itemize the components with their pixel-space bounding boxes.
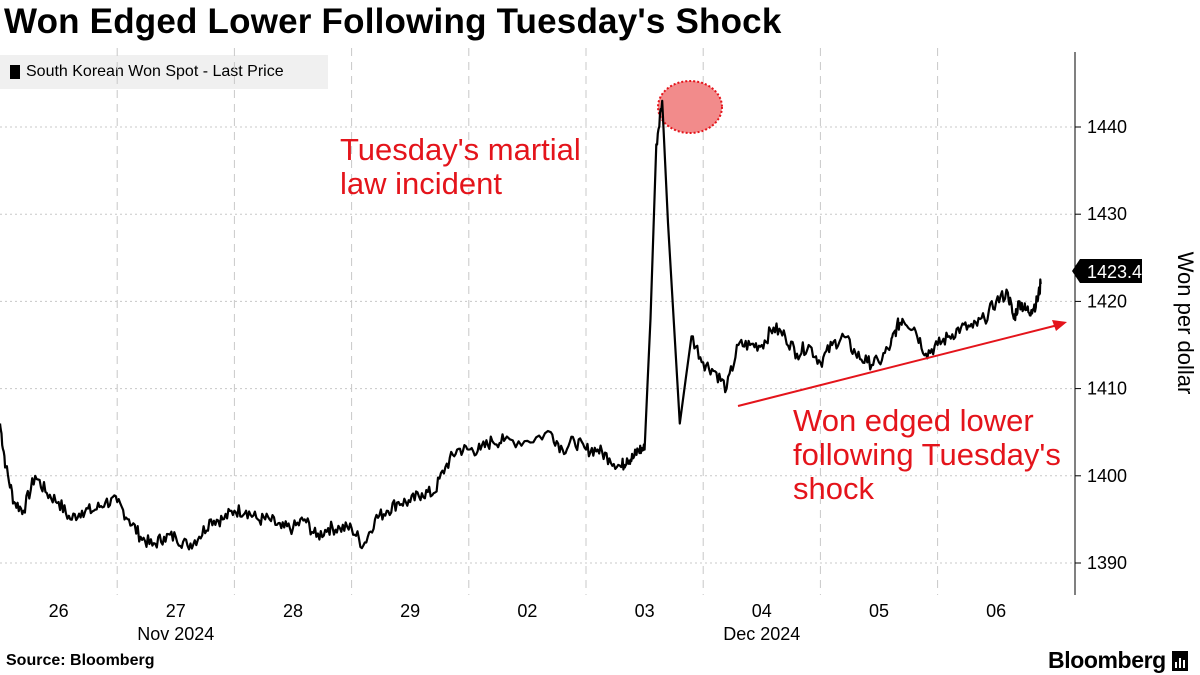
x-tick-label: 28 (283, 601, 303, 621)
source-note: Source: Bloomberg (6, 652, 155, 669)
x-tick-label: 29 (400, 601, 420, 621)
x-tick-label: 02 (517, 601, 537, 621)
bloomberg-logo: Bloomberg (1048, 647, 1188, 674)
x-tick-label: 26 (49, 601, 69, 621)
x-tick-label: 27 (166, 601, 186, 621)
last-price-tag: 1423.40 (1072, 259, 1152, 283)
series-line-won-spot (0, 99, 1042, 551)
last-price-label: 1423.40 (1087, 262, 1152, 282)
y-tick-label: 1400 (1087, 466, 1127, 486)
x-tick-label: 05 (869, 601, 889, 621)
y-tick-label: 1440 (1087, 117, 1127, 137)
annotation-trend-line-1: Won edged lower (793, 403, 1034, 438)
annotation-martial-law-line-2: law incident (340, 166, 502, 201)
y-tick-label: 1420 (1087, 291, 1127, 311)
bloomberg-mark-icon (1171, 650, 1188, 671)
y-tick-label: 1390 (1087, 553, 1127, 573)
y-axis: 1390 1400 1410 1420 1430 1440 (1074, 52, 1127, 595)
annotation-trend-line-2: following Tuesday's (793, 437, 1061, 472)
brand-text: Bloomberg (1048, 647, 1166, 673)
trend-arrow-line (737, 324, 1059, 407)
annotation-trend-line-3: shock (793, 471, 874, 506)
y-tick-label: 1410 (1087, 379, 1127, 399)
trend-arrow-head (1052, 320, 1067, 331)
legend-swatch (10, 65, 20, 79)
x-axis: 26 27 28 29 02 03 04 05 06 Nov 2024 Dec 2024 (49, 601, 1007, 644)
y-tick-label: 1430 (1087, 204, 1127, 224)
legend-label: South Korean Won Spot - Last Price (26, 63, 284, 80)
x-tick-label: 04 (752, 601, 772, 621)
chart-title: Won Edged Lower Following Tuesday's Shoc… (4, 2, 782, 41)
peak-highlight-circle (657, 80, 723, 134)
x-tick-label: 03 (635, 601, 655, 621)
annotation-martial-law-line-1: Tuesday's martial (340, 132, 581, 167)
grid-lines (0, 48, 1075, 595)
x-month-label: Nov 2024 (137, 624, 214, 644)
x-month-label: Dec 2024 (723, 624, 800, 644)
legend: South Korean Won Spot - Last Price (0, 55, 328, 89)
x-tick-label: 06 (986, 601, 1006, 621)
y-axis-label: Won per dollar (1173, 252, 1198, 395)
